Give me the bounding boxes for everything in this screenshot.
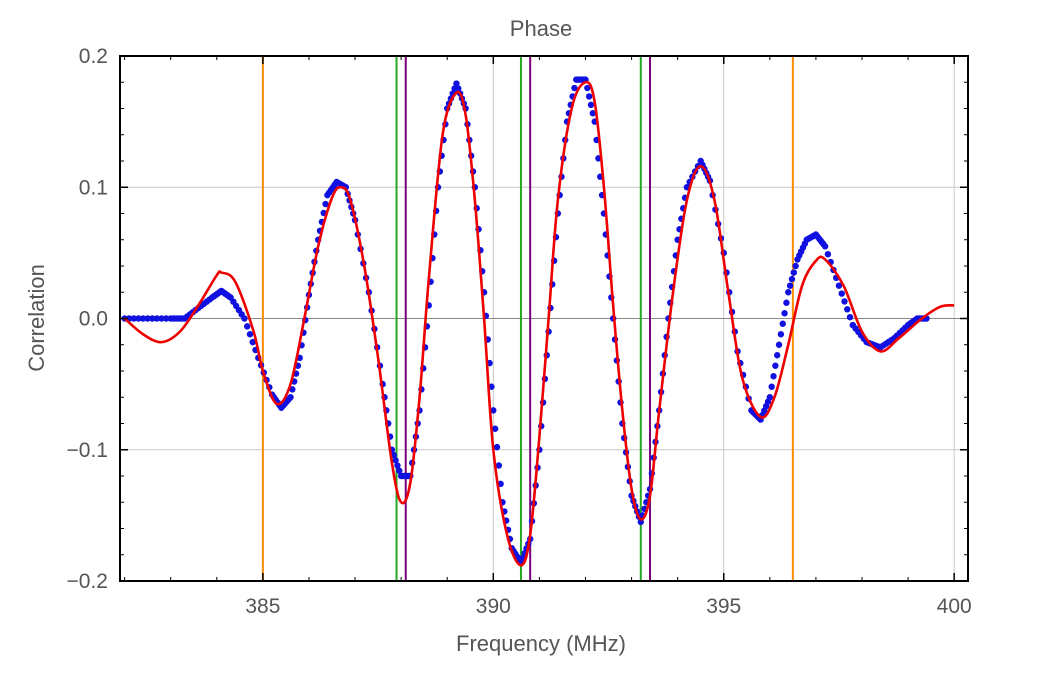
- data-point: [144, 315, 151, 322]
- data-point: [774, 352, 781, 359]
- data-point: [158, 315, 165, 322]
- data-point: [453, 80, 460, 87]
- data-point: [775, 341, 783, 348]
- data-point: [162, 315, 170, 322]
- data-point: [491, 425, 499, 432]
- data-point: [322, 200, 329, 208]
- data-point: [768, 383, 775, 390]
- data-point: [766, 394, 774, 401]
- data-point: [396, 467, 403, 474]
- data-point: [585, 93, 593, 100]
- y-tick-labels: −0.2 −0.1 0.0 0.1 0.2: [67, 45, 108, 593]
- data-point: [785, 289, 792, 296]
- data-point: [770, 373, 777, 380]
- data-point: [455, 85, 462, 92]
- data-point: [153, 315, 161, 322]
- data-point: [844, 306, 851, 313]
- x-tick-label: 390: [476, 595, 511, 618]
- data-point: [772, 362, 779, 369]
- data-point: [394, 462, 401, 469]
- data-point: [788, 275, 796, 283]
- data-point: [838, 290, 845, 297]
- x-tick-label: 395: [706, 595, 741, 618]
- fit-curve: [123, 80, 955, 567]
- data-point: [792, 262, 799, 270]
- data-point: [241, 315, 248, 322]
- data-point: [824, 250, 832, 258]
- data-point: [392, 457, 399, 464]
- chart-title: Phase: [510, 16, 572, 41]
- x-axis-title: Frequency (MHz): [456, 631, 626, 656]
- data-point: [821, 243, 829, 250]
- data-point: [287, 394, 294, 401]
- y-tick-label: 0.1: [79, 176, 108, 199]
- data-point: [783, 299, 790, 306]
- data-point: [786, 282, 794, 289]
- data-point: [846, 313, 854, 321]
- y-axis-title: Correlation: [24, 264, 49, 372]
- data-point: [584, 84, 591, 92]
- data-point: [135, 315, 142, 322]
- x-tick-label: 400: [937, 595, 972, 618]
- data-point: [246, 331, 254, 338]
- data-point: [149, 315, 156, 322]
- y-tick-label: −0.1: [67, 439, 108, 462]
- data-point: [781, 310, 788, 317]
- x-tick-labels: 385 390 395 400: [245, 595, 971, 618]
- y-tick-label: 0.0: [79, 308, 108, 331]
- data-point: [589, 110, 597, 117]
- x-tick-label: 385: [245, 595, 280, 618]
- data-point: [139, 315, 147, 322]
- data-point: [493, 443, 501, 451]
- data-point: [244, 323, 251, 330]
- data-point: [841, 298, 848, 305]
- data-point: [587, 101, 595, 109]
- data-point: [779, 320, 786, 327]
- data-point: [130, 315, 138, 322]
- data-point: [490, 407, 497, 414]
- data-point: [249, 338, 256, 346]
- data-point: [777, 331, 785, 338]
- data-point: [571, 84, 578, 92]
- data-point: [835, 282, 843, 289]
- plot-area: [119, 55, 969, 582]
- y-tick-label: −0.2: [67, 570, 108, 593]
- data-point: [790, 269, 797, 276]
- data-point: [495, 462, 503, 469]
- y-tick-label: 0.2: [79, 45, 108, 68]
- data-point: [289, 386, 296, 393]
